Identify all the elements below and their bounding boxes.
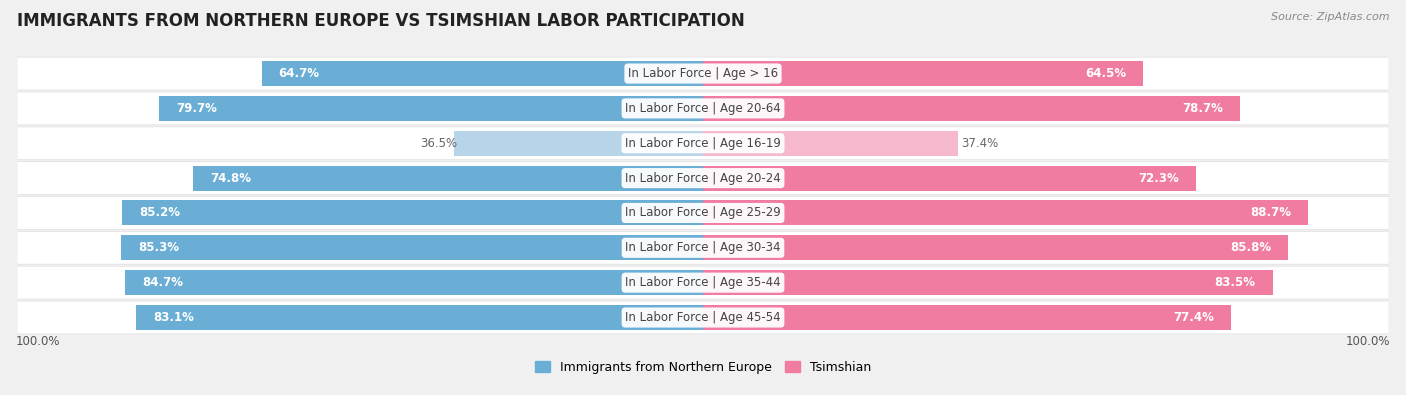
FancyBboxPatch shape [17,266,1389,299]
FancyBboxPatch shape [17,127,1389,159]
Text: 74.8%: 74.8% [209,171,250,184]
Text: 88.7%: 88.7% [1250,207,1291,220]
FancyBboxPatch shape [17,232,1389,264]
Text: 77.4%: 77.4% [1173,311,1213,324]
FancyBboxPatch shape [17,126,1389,160]
Text: 84.7%: 84.7% [142,276,183,289]
Text: 100.0%: 100.0% [1346,335,1391,348]
Bar [193,166,703,191]
FancyBboxPatch shape [17,197,1389,229]
Text: 37.4%: 37.4% [962,137,998,150]
Text: 78.7%: 78.7% [1182,102,1223,115]
FancyBboxPatch shape [17,162,1389,195]
Text: 100.0%: 100.0% [15,335,60,348]
Bar [262,61,703,86]
FancyBboxPatch shape [17,92,1389,125]
FancyBboxPatch shape [17,301,1389,333]
Bar [159,96,703,121]
Bar [703,200,1308,226]
Bar [122,200,703,226]
Text: In Labor Force | Age 45-54: In Labor Force | Age 45-54 [626,311,780,324]
FancyBboxPatch shape [17,301,1389,334]
FancyBboxPatch shape [17,92,1389,124]
Bar [703,270,1272,295]
FancyBboxPatch shape [17,57,1389,90]
FancyBboxPatch shape [17,162,1389,194]
Text: 36.5%: 36.5% [420,137,457,150]
Bar [125,270,703,295]
Text: 85.8%: 85.8% [1230,241,1271,254]
Text: 85.3%: 85.3% [138,241,179,254]
Text: 83.1%: 83.1% [153,311,194,324]
FancyBboxPatch shape [17,196,1389,229]
Text: In Labor Force | Age > 16: In Labor Force | Age > 16 [628,67,778,80]
Bar [703,305,1232,330]
Text: In Labor Force | Age 16-19: In Labor Force | Age 16-19 [626,137,780,150]
Bar [703,131,957,156]
Bar [703,235,1288,260]
FancyBboxPatch shape [17,267,1389,299]
Text: 83.5%: 83.5% [1215,276,1256,289]
Bar [121,235,703,260]
Text: Source: ZipAtlas.com: Source: ZipAtlas.com [1271,12,1389,22]
Text: In Labor Force | Age 20-64: In Labor Force | Age 20-64 [626,102,780,115]
Text: In Labor Force | Age 25-29: In Labor Force | Age 25-29 [626,207,780,220]
Text: IMMIGRANTS FROM NORTHERN EUROPE VS TSIMSHIAN LABOR PARTICIPATION: IMMIGRANTS FROM NORTHERN EUROPE VS TSIMS… [17,12,745,30]
Legend: Immigrants from Northern Europe, Tsimshian: Immigrants from Northern Europe, Tsimshi… [530,356,876,379]
Bar [703,61,1143,86]
Text: 85.2%: 85.2% [139,207,180,220]
Text: In Labor Force | Age 20-24: In Labor Force | Age 20-24 [626,171,780,184]
Bar [136,305,703,330]
Bar [703,166,1197,191]
Text: 72.3%: 72.3% [1139,171,1180,184]
FancyBboxPatch shape [17,58,1389,90]
Text: 64.7%: 64.7% [278,67,319,80]
Text: In Labor Force | Age 35-44: In Labor Force | Age 35-44 [626,276,780,289]
Text: 79.7%: 79.7% [176,102,218,115]
Text: 64.5%: 64.5% [1085,67,1126,80]
Bar [454,131,703,156]
FancyBboxPatch shape [17,231,1389,265]
Text: In Labor Force | Age 30-34: In Labor Force | Age 30-34 [626,241,780,254]
Bar [703,96,1240,121]
